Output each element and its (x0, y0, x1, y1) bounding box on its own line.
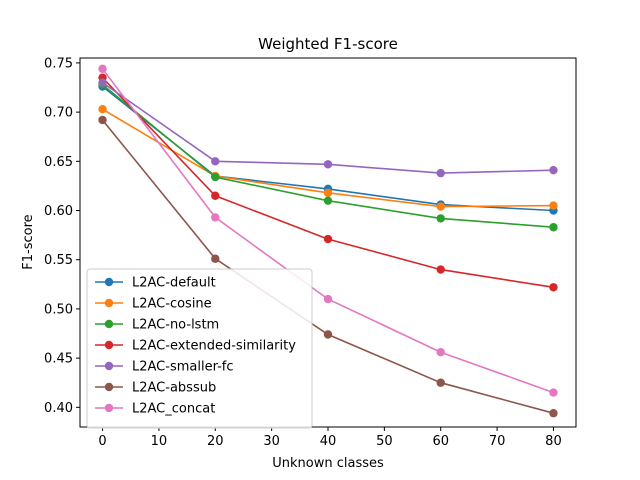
legend-label: L2AC-default (132, 276, 216, 291)
legend-box (86, 268, 313, 429)
y-tick-label: 0.75 (44, 56, 73, 71)
y-tick-label: 0.40 (44, 401, 73, 416)
x-axis-ticks: 0 10 20 30 40 50 60 70 80 (98, 427, 562, 449)
data-point (211, 157, 220, 166)
legend-item: L2AC-smaller-fc (95, 360, 234, 375)
y-axis-label: F1-score (21, 214, 36, 269)
y-tick-label: 0.65 (44, 155, 73, 170)
data-point (323, 160, 333, 169)
series-l2ac-abssub (98, 115, 558, 418)
data-point (98, 104, 107, 114)
data-point (211, 213, 220, 222)
data-point (98, 78, 107, 87)
legend-item: L2AC_concat (95, 402, 215, 417)
y-axis-ticks: 0.40 0.45 0.50 0.55 0.60 0.65 0.70 0.75 (44, 56, 80, 416)
data-point (323, 330, 333, 339)
series-layer (98, 64, 558, 418)
data-point (549, 201, 558, 210)
data-point (323, 196, 333, 205)
data-point (323, 234, 333, 244)
x-tick-label: 80 (545, 434, 562, 449)
data-point (211, 172, 220, 182)
data-point (436, 202, 445, 211)
legend-label: L2AC_concat (132, 402, 215, 417)
legend-marker (104, 319, 114, 329)
series-l2ac-extended-similarity (98, 73, 558, 292)
data-point (98, 64, 107, 74)
data-point (211, 254, 220, 263)
legend-label: L2AC-cosine (132, 297, 212, 312)
legend-item: L2AC-no-lstm (95, 318, 219, 333)
data-point (211, 191, 220, 200)
y-tick-label: 0.55 (44, 253, 73, 268)
legend-marker (104, 382, 114, 392)
x-axis-label: Unknown classes (272, 456, 384, 471)
legend-marker (104, 298, 114, 308)
legend-marker (104, 403, 114, 413)
y-tick-label: 0.50 (44, 302, 73, 317)
legend-label: L2AC-no-lstm (132, 318, 219, 333)
legend-marker (104, 277, 114, 287)
data-point (549, 409, 558, 418)
data-point (549, 283, 558, 292)
data-point (323, 294, 333, 304)
legend-item: L2AC-default (95, 276, 216, 291)
x-tick-label: 50 (376, 434, 393, 449)
legend-label: L2AC-extended-similarity (132, 339, 296, 354)
data-point (98, 115, 107, 125)
chart-title: Weighted F1-score (258, 35, 398, 53)
x-tick-label: 0 (98, 434, 106, 449)
legend-item: L2AC-extended-similarity (95, 339, 296, 354)
y-tick-label: 0.45 (44, 352, 73, 367)
data-point (436, 378, 445, 387)
data-point (436, 214, 445, 223)
data-point (549, 388, 558, 397)
legend-marker (104, 340, 114, 350)
x-tick-label: 30 (263, 434, 280, 449)
x-tick-label: 10 (151, 434, 168, 449)
data-point (436, 168, 445, 178)
series-l2ac-concat (98, 64, 558, 397)
data-point (549, 223, 558, 232)
legend-item: L2AC-cosine (95, 297, 212, 312)
legend-label: L2AC-smaller-fc (132, 360, 234, 375)
legend-item: L2AC-abssub (95, 381, 216, 396)
legend: L2AC-default L2AC-cosine L2AC-no-lstm L2AC-… (86, 268, 313, 429)
data-point (436, 348, 445, 357)
x-tick-label: 70 (489, 434, 506, 449)
legend-label: L2AC-abssub (132, 381, 216, 396)
series-l2ac-smaller-fc (98, 78, 558, 178)
x-tick-label: 20 (207, 434, 224, 449)
legend-marker (104, 361, 114, 371)
y-tick-label: 0.60 (44, 204, 73, 219)
data-point (436, 265, 445, 274)
plot-frame (79, 57, 577, 428)
data-point (549, 165, 558, 175)
y-tick-label: 0.70 (44, 106, 73, 121)
x-tick-label: 60 (432, 434, 449, 449)
data-point (323, 188, 333, 198)
x-tick-label: 40 (320, 434, 337, 449)
